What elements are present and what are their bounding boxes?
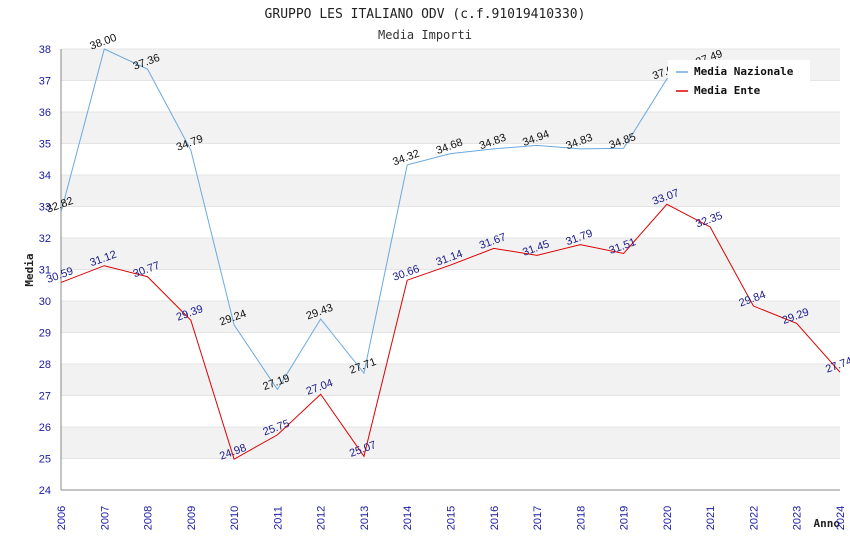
data-label-nazionale: 32.82: [45, 195, 75, 216]
x-tick-label: 2011: [272, 506, 284, 530]
y-tick-label: 24: [39, 485, 51, 497]
series-line-ente: [60, 203, 841, 460]
y-tick-labels: 24 25 26 27 28 29 30 31 32 33 34 35 36 37 38: [39, 44, 51, 497]
x-tick-label: 2023: [792, 506, 804, 530]
y-tick-label: 26: [39, 422, 51, 434]
y-tick-label: 28: [39, 359, 51, 371]
y-tick-label: 37: [39, 76, 51, 88]
x-tick-label: 2021: [705, 506, 717, 530]
y-tick-label: 31: [39, 265, 51, 277]
x-tick-labels: 2006 2007 2008 2009 2010 2011 2012 2013 2014 2015…: [56, 506, 847, 530]
y-tick-label: 29: [39, 328, 51, 340]
grid-band: [61, 112, 840, 144]
data-label-ente: 32.35: [694, 210, 724, 231]
x-tick-label: 2014: [402, 506, 414, 530]
y-tick-label: 38: [39, 44, 51, 56]
y-axis-label: Media: [23, 253, 36, 286]
x-tick-label: 2019: [619, 506, 631, 530]
series-lines: [60, 48, 841, 460]
x-tick-label: 2024: [835, 506, 847, 530]
grid-bands: [61, 49, 840, 459]
grid-band: [61, 175, 840, 207]
x-axis-label: Anno: [814, 517, 841, 530]
x-tick-label: 2020: [662, 506, 674, 530]
x-tick-label: 2009: [186, 506, 198, 530]
y-tick-label: 25: [39, 454, 51, 466]
y-tick-label: 32: [39, 233, 51, 245]
x-tick-label: 2016: [489, 506, 501, 530]
x-tick-label: 2007: [99, 506, 111, 530]
legend-box: [668, 60, 810, 102]
x-tick-label: 2008: [143, 506, 155, 530]
legend-label-nazionale: Media Nazionale: [694, 65, 794, 78]
legend: Media Nazionale Media Ente: [668, 60, 810, 102]
series-line-nazionale: [60, 48, 711, 391]
x-tick-label: 2006: [56, 506, 68, 530]
x-tick-label: 2010: [229, 506, 241, 530]
data-label-nazionale: 34.32: [391, 148, 421, 169]
x-tick-label: 2018: [575, 506, 587, 530]
y-tick-label: 34: [39, 170, 51, 182]
grid-band: [61, 301, 840, 333]
grid-band: [61, 238, 840, 270]
chart-subtitle: Media Importi: [378, 28, 472, 42]
y-tick-label: 33: [39, 202, 51, 214]
x-tick-label: 2015: [446, 506, 458, 530]
x-tick-label: 2012: [316, 506, 328, 530]
chart-title: GRUPPO LES ITALIANO ODV (c.f.91019410330…: [265, 7, 586, 22]
y-tick-label: 35: [39, 139, 51, 151]
x-tick-label: 2013: [359, 506, 371, 530]
y-tick-label: 27: [39, 391, 51, 403]
x-tick-label: 2017: [532, 506, 544, 530]
grid-band: [61, 364, 840, 396]
legend-label-ente: Media Ente: [694, 84, 761, 97]
x-tick-label: 2022: [748, 506, 760, 530]
y-tick-label: 36: [39, 107, 51, 119]
grid-band: [61, 427, 840, 459]
y-tick-label: 30: [39, 296, 51, 308]
